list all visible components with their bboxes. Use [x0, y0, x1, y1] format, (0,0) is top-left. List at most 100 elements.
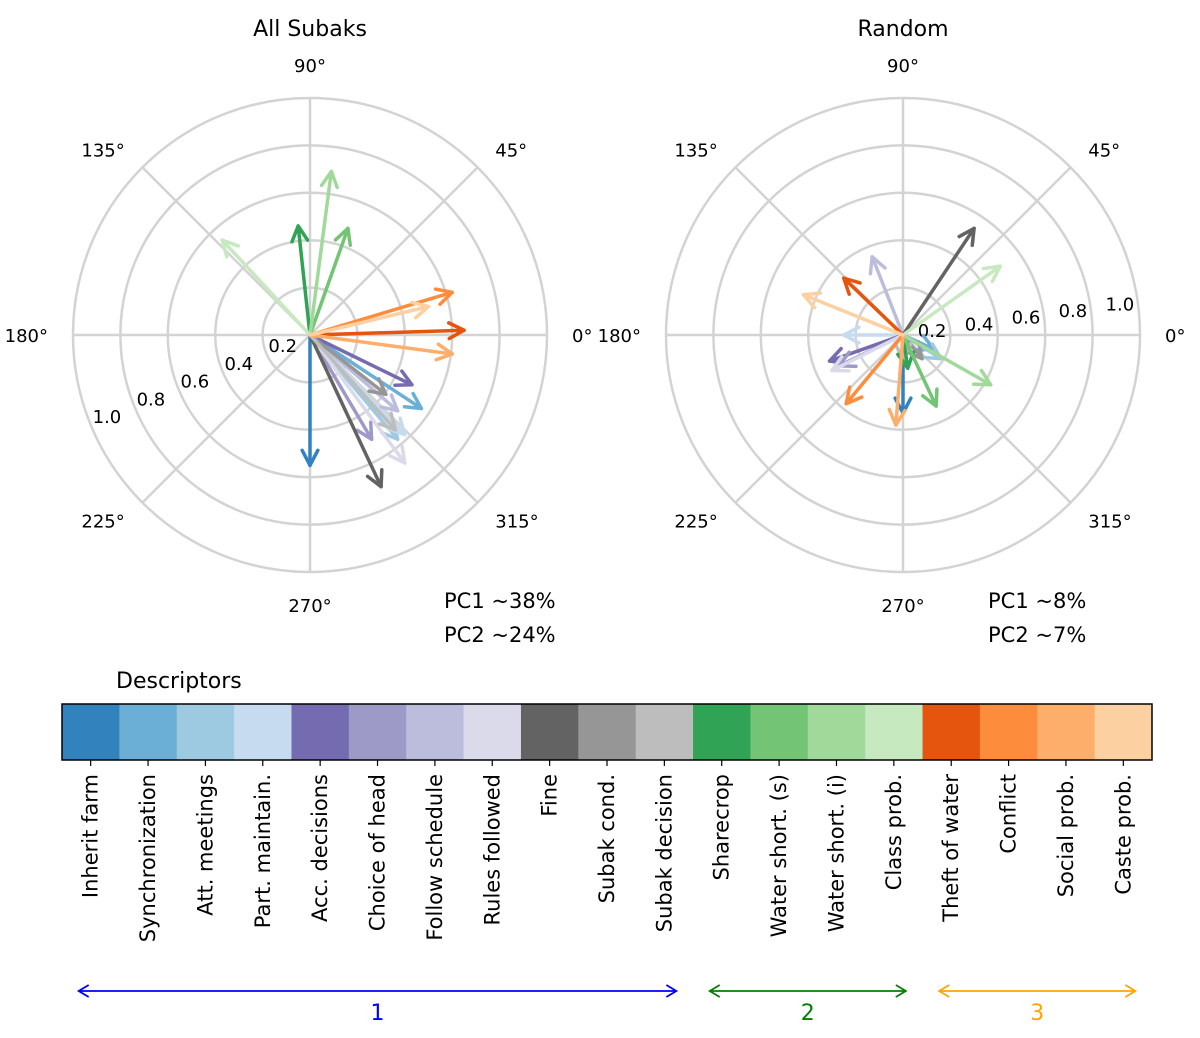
vector-arrow — [308, 333, 454, 362]
legend-label: Part. maintain. — [251, 774, 275, 928]
vector-arrow — [308, 169, 339, 337]
legend-swatch — [979, 704, 1038, 760]
r-tick-label: 1.0 — [93, 407, 122, 428]
legend-label: Choice of head — [366, 774, 390, 931]
legend-swatch — [922, 704, 981, 760]
theta-tick-label: 90° — [887, 56, 919, 77]
vector-arrow — [300, 333, 320, 468]
r-tick-label: 1.0 — [1106, 295, 1135, 316]
r-tick-label: 0.2 — [268, 336, 297, 357]
vector-arrow — [308, 333, 414, 387]
theta-tick-label: 45° — [495, 141, 527, 162]
legend-label: Follow schedule — [423, 774, 447, 941]
vector-arrow — [220, 238, 312, 337]
legend-swatch — [635, 704, 694, 760]
variance-label: PC1 ~8% — [988, 589, 1086, 613]
legend-swatch — [1094, 704, 1153, 760]
theta-tick-label: 0° — [572, 326, 592, 347]
polar-grid-spoke — [141, 334, 311, 504]
legend-swatch — [463, 704, 522, 760]
legend-label: Water short. (s) — [767, 774, 791, 937]
legend-title: Descriptors — [116, 669, 242, 694]
legend-label: Synchronization — [136, 774, 160, 942]
variance-label: PC1 ~38% — [444, 589, 556, 613]
theta-tick-label: 45° — [1088, 141, 1120, 162]
r-tick-label: 0.6 — [1012, 308, 1041, 329]
legend-label: Water short. (i) — [824, 774, 848, 932]
theta-tick-label: 315° — [495, 511, 538, 532]
theta-tick-label: 225° — [674, 511, 717, 532]
legend-swatch — [807, 704, 866, 760]
legend-swatch — [62, 704, 120, 760]
theta-tick-label: 270° — [288, 596, 331, 617]
r-tick-label: 0.4 — [224, 354, 253, 375]
group-label: 1 — [371, 1001, 385, 1026]
vector-arrow — [901, 333, 939, 408]
vector-arrow — [308, 300, 431, 337]
polar-grid-spoke — [902, 166, 1072, 336]
descriptor-legend: Descriptors Inherit farm Synchronization At… — [61, 669, 1153, 1026]
theta-tick-label: 180° — [5, 326, 48, 347]
vector-arrow — [308, 333, 388, 396]
vector-arrow — [901, 333, 993, 387]
polar-plot-all-subaks: All Subaks 0° 45° 90° 135° 180° 225° 270° 315° 0.… — [5, 17, 593, 647]
vector-arrow — [801, 291, 905, 337]
vector-arrow — [901, 226, 976, 337]
vector-arrow — [830, 333, 905, 373]
vector-arrow — [308, 333, 374, 442]
polar-plot-random: Random 0° 45° 90° 135° 180° 225° 270° 315° 0.2 0.4… — [598, 17, 1186, 647]
legend-swatch — [291, 704, 350, 760]
legend-label: Rules followed — [480, 774, 504, 926]
theta-tick-label: 135° — [674, 141, 717, 162]
vector-arrow — [308, 321, 466, 341]
vector-arrow — [842, 325, 905, 345]
vector-arrow — [842, 276, 905, 337]
theta-tick-label: 0° — [1165, 326, 1185, 347]
chart-title: Random — [857, 17, 948, 42]
legend-swatch — [406, 704, 465, 760]
polar-grid-spoke — [902, 334, 1072, 504]
legend-swatch — [119, 704, 178, 760]
legend-label: Fine — [538, 774, 562, 817]
vector-arrow — [868, 255, 905, 337]
legend-frame — [61, 703, 1153, 761]
polar-grid-spoke — [309, 166, 479, 336]
legend-label: Conflict — [997, 774, 1021, 854]
vector-arrow — [308, 226, 353, 337]
group-arrow — [76, 984, 679, 998]
chart-title: All Subaks — [253, 17, 367, 42]
variance-label: PC2 ~24% — [444, 623, 556, 647]
theta-tick-label: 180° — [598, 326, 641, 347]
legend-label: Inherit farm — [79, 774, 103, 898]
group-label: 2 — [801, 1001, 815, 1026]
legend-swatch — [234, 704, 292, 760]
legend-label: Class prob. — [882, 774, 906, 890]
legend-swatch — [578, 704, 637, 760]
legend-swatch — [348, 704, 407, 760]
legend-swatch — [520, 704, 579, 760]
legend-swatch — [693, 704, 751, 760]
legend-swatch — [176, 704, 235, 760]
r-tick-label: 0.4 — [965, 314, 994, 335]
legend-label: Social prob. — [1054, 774, 1078, 897]
r-tick-label: 0.6 — [181, 372, 210, 393]
vector-arrow — [308, 333, 407, 465]
r-tick-label: 0.8 — [137, 389, 166, 410]
legend-label: Subak decision — [652, 774, 676, 932]
theta-tick-label: 135° — [81, 141, 124, 162]
group-arrow — [707, 984, 908, 998]
legend-swatch — [865, 704, 924, 760]
theta-tick-label: 225° — [81, 511, 124, 532]
theta-tick-label: 315° — [1088, 511, 1131, 532]
vector-arrow — [844, 333, 905, 406]
polar-grid-spoke — [734, 334, 904, 504]
legend-swatch — [1037, 704, 1096, 760]
legend-label: Theft of water — [939, 774, 963, 923]
group-arrow — [937, 984, 1138, 998]
r-tick-label: 0.8 — [1059, 301, 1088, 322]
vector-arrow — [308, 333, 424, 411]
group-label: 3 — [1030, 1001, 1044, 1026]
r-tick-label: 0.2 — [918, 321, 947, 342]
variance-label: PC2 ~7% — [988, 623, 1086, 647]
